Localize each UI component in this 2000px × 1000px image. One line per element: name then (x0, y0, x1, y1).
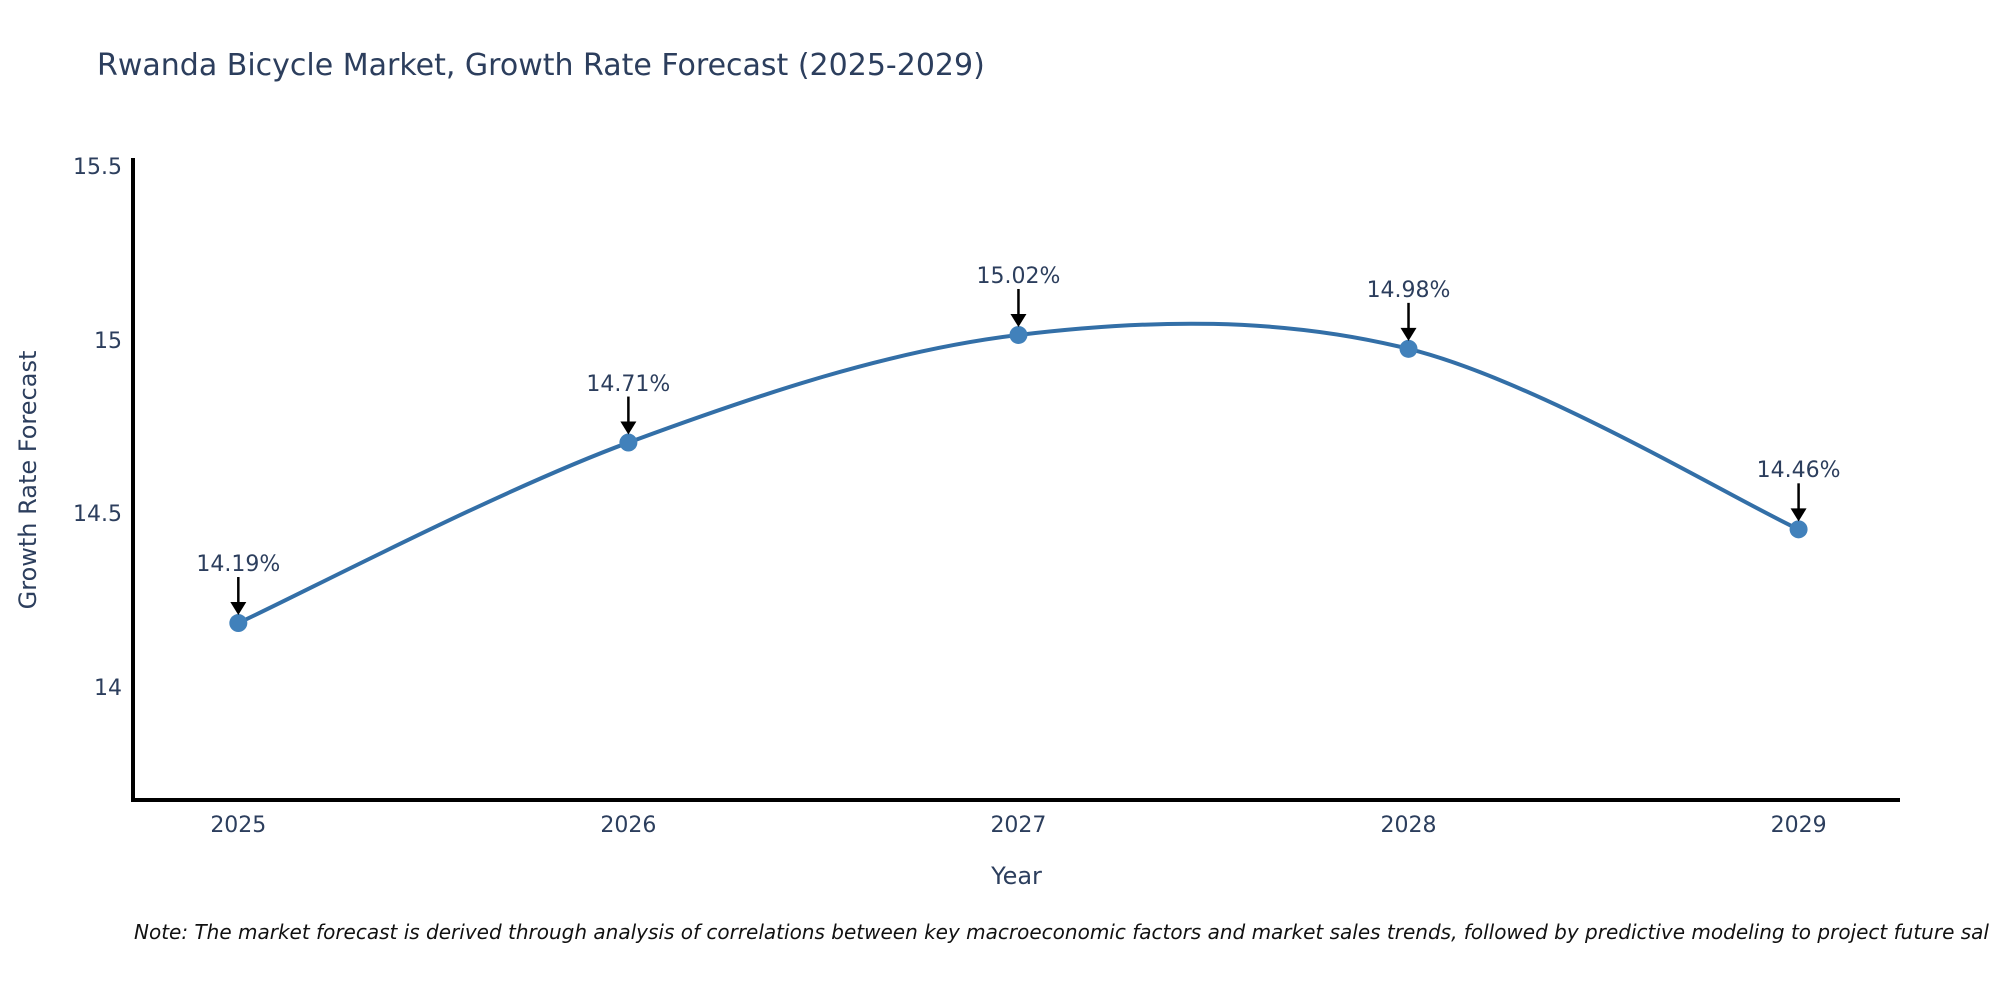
x-tick-label: 2029 (1770, 813, 1827, 838)
data-point-value-label: 14.98% (1366, 277, 1451, 303)
data-point-marker (1789, 520, 1808, 539)
chart-title: Rwanda Bicycle Market, Growth Rate Forec… (97, 48, 985, 83)
x-axis-title: Year (991, 862, 1042, 890)
forecast-line (236, 321, 1801, 626)
annotation-arrow-head (1400, 327, 1417, 341)
annotation-arrow-head (1010, 313, 1027, 327)
data-point-value-label: 14.71% (586, 371, 671, 397)
data-point-marker (229, 614, 248, 633)
y-tick-label: 15 (94, 328, 122, 354)
data-point-marker (619, 433, 638, 452)
x-tick-label: 2028 (1380, 813, 1437, 838)
data-point-marker (1399, 339, 1418, 358)
annotation-arrow-head (1790, 508, 1807, 522)
x-tick-label: 2027 (990, 813, 1047, 838)
footnote: Note: The market forecast is derived thr… (134, 920, 1989, 944)
data-point-value-label: 14.46% (1756, 458, 1841, 484)
annotation-arrow-head (230, 602, 247, 616)
y-tick-label: 14 (94, 675, 122, 701)
x-tick-label: 2026 (600, 813, 657, 838)
data-point-value-label: 14.19% (196, 552, 281, 578)
x-tick-label: 2025 (210, 813, 267, 838)
data-point-value-label: 15.02% (976, 263, 1061, 289)
data-point-marker (1009, 325, 1028, 344)
y-tick-label: 14.5 (73, 502, 122, 528)
y-tick-label: 15.5 (73, 155, 122, 181)
annotation-arrow-head (620, 421, 637, 435)
